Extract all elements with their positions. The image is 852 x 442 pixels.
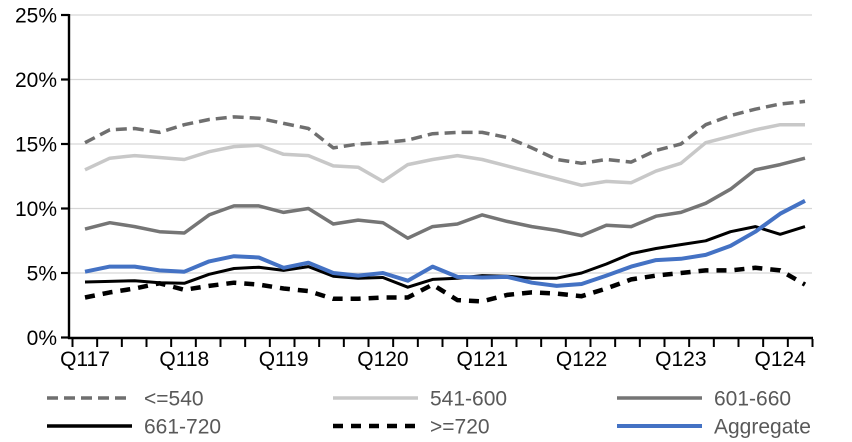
- series-line-5: [84, 199, 806, 288]
- y-axis-label: 25%: [15, 5, 57, 28]
- series-line-2: [84, 156, 806, 240]
- x-axis-label: Q121: [457, 348, 508, 371]
- y-axis-label: 15%: [15, 134, 57, 157]
- legend-item-label: >=720: [430, 416, 490, 439]
- x-axis-label: Q124: [754, 348, 806, 371]
- x-axis-label: Q123: [655, 348, 706, 371]
- x-axis-label: Q117: [60, 348, 110, 371]
- legend-item-label: 661-720: [144, 416, 221, 439]
- legend-item-label: 541-600: [430, 388, 507, 411]
- y-axis-label: 10%: [15, 198, 57, 221]
- x-axis-label: Q122: [556, 348, 607, 371]
- series-line-3: [84, 225, 806, 289]
- series-line-1: [84, 122, 805, 188]
- x-axis-label: Q118: [159, 348, 209, 371]
- series-line-0: [84, 99, 806, 166]
- x-axis-label: Q119: [259, 348, 309, 371]
- series-line-4: [84, 265, 807, 304]
- x-axis-label: Q120: [357, 348, 408, 371]
- legend-item-label: <=540: [144, 388, 204, 411]
- legend-item-label: Aggregate: [714, 416, 811, 439]
- legend-item-label: 601-660: [714, 388, 791, 411]
- y-axis-label: 20%: [15, 69, 57, 92]
- y-axis-label: 0%: [27, 327, 57, 350]
- y-axis-label: 5%: [27, 263, 57, 286]
